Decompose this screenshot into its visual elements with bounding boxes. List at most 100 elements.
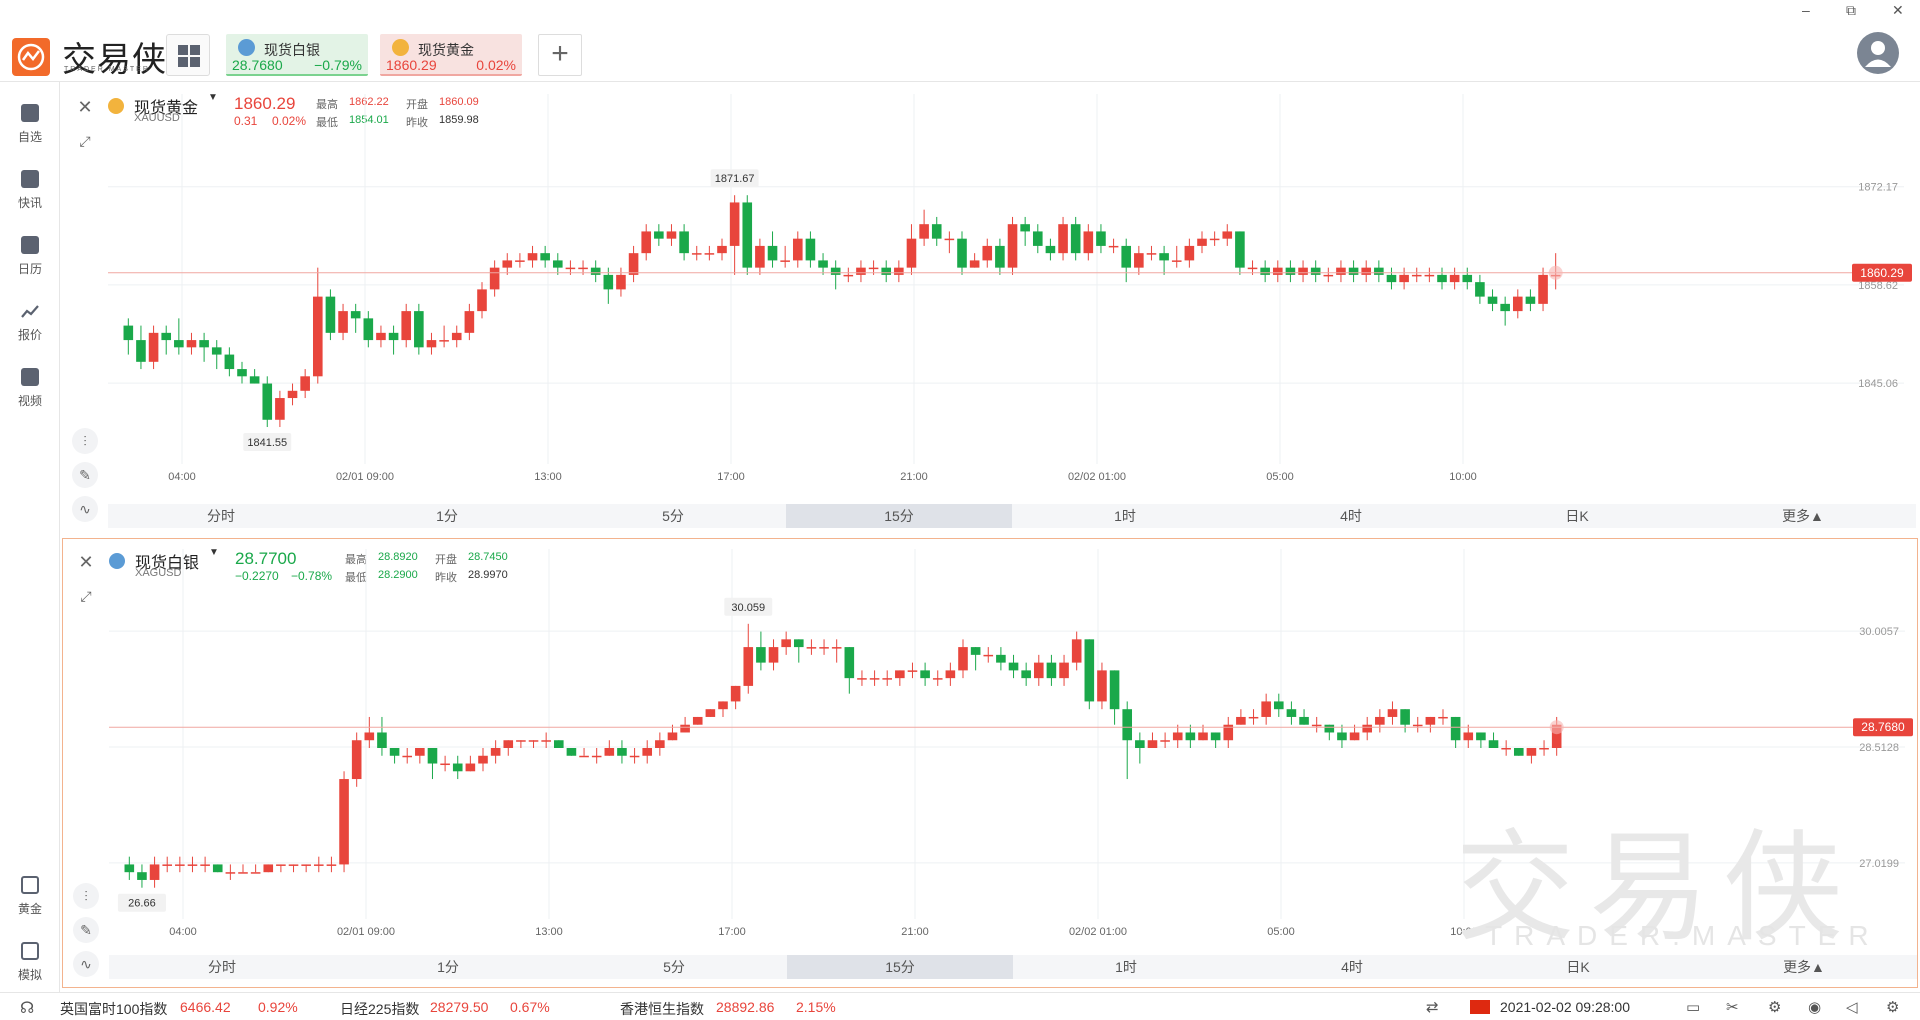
candle-body (1008, 662, 1019, 671)
indicator-icon[interactable]: ⫶ (72, 428, 98, 454)
chart-type-icon[interactable]: ∿ (73, 951, 99, 977)
close-panel-icon[interactable]: ✕ (78, 552, 94, 572)
candle-body (983, 654, 994, 657)
candle-body (1539, 748, 1549, 750)
gear-icon[interactable]: ⚙ (1886, 999, 1900, 1016)
candle-body (1525, 296, 1536, 304)
candle-body (288, 864, 299, 866)
sidebar-item-calendar[interactable]: 日历 (0, 228, 60, 288)
candle-body (376, 332, 386, 341)
tab-silver-name: 现货白银 (264, 42, 320, 58)
candle-body (742, 202, 753, 268)
indicator-icon[interactable]: ⫶ (73, 883, 99, 909)
max-price-label: 30.059 (731, 602, 765, 614)
timeframe-option[interactable]: 15分 (787, 955, 1013, 979)
caret-down-icon[interactable]: ▼ (209, 547, 219, 558)
timeframe-option[interactable]: 4时 (1340, 508, 1362, 524)
candlestick-chart[interactable]: 04:00 02/01 09:00 13:00 17:00 21:00 02/02 01:… (63, 539, 1917, 949)
timeframe-option[interactable]: 分时 (207, 508, 235, 524)
chart-panel-gold: ✕ ⤢ ⫶ ✎ ∿ 现货黄金 ▼ XAUUSD 1860.29 0.31 0.0… (62, 84, 1918, 530)
news-icon (21, 170, 39, 188)
prev-close-label: 昨收 (406, 117, 428, 129)
chart-type-icon[interactable]: ∿ (72, 496, 98, 522)
add-tab-button[interactable]: + (538, 34, 582, 76)
tab-silver[interactable]: 现货白银 28.7680 −0.79% (226, 34, 368, 76)
candle-body (1425, 716, 1436, 725)
y-tick-label: 1872.17 (1858, 182, 1898, 194)
expand-icon[interactable]: ⤢ (80, 588, 92, 604)
sidebar-item-quotes[interactable]: 报价 (0, 294, 60, 354)
timeframe-option[interactable]: 4时 (1341, 959, 1363, 975)
candle-body (426, 340, 437, 348)
ticker-name[interactable]: 日经225指数 (340, 1001, 420, 1017)
candle-body (1172, 732, 1183, 741)
watermark-subtitle: TRADER.MASTER (1485, 920, 1881, 951)
tools-icon[interactable]: ✂ (1726, 999, 1739, 1016)
candle-body (1236, 716, 1246, 725)
candle-body (313, 864, 324, 866)
silver-coin-icon (109, 553, 125, 569)
candle-body (1512, 296, 1523, 312)
candle-body (502, 260, 513, 268)
candle-body (287, 390, 298, 399)
mute-icon[interactable]: ◁ (1846, 999, 1858, 1016)
camera-icon[interactable]: ◉ (1808, 999, 1822, 1016)
timeframe-option[interactable]: 1时 (1114, 508, 1136, 524)
expand-icon[interactable]: ⤢ (79, 133, 91, 149)
timeframe-option[interactable]: 分时 (208, 959, 236, 975)
timeframe-option[interactable]: 日K (1565, 508, 1589, 524)
caret-down-icon[interactable]: ▼ (208, 92, 218, 103)
candle-body (1160, 740, 1170, 742)
restore-icon[interactable]: ⧉ (1846, 2, 1856, 18)
tab-gold[interactable]: 现货黄金 1860.29 0.02% (380, 34, 522, 76)
translate-icon[interactable]: ⇄ (1426, 999, 1439, 1016)
timeframe-option[interactable]: 更多▲ (1783, 959, 1825, 975)
candle-body (224, 354, 235, 370)
candle-body (970, 647, 981, 655)
layout-grid-button[interactable] (166, 34, 210, 76)
candle-body (1311, 724, 1322, 727)
draw-pen-icon[interactable]: ✎ (72, 462, 98, 488)
user-avatar[interactable] (1857, 32, 1899, 74)
sidebar-item-news[interactable]: 快讯 (0, 162, 60, 222)
candle-body (200, 864, 210, 866)
candle-body (1411, 274, 1422, 277)
candle-body (566, 748, 577, 756)
timeframe-option[interactable]: 更多▲ (1782, 508, 1824, 524)
ticker-name[interactable]: 香港恒生指数 (620, 1001, 704, 1017)
candlestick-chart[interactable]: 04:00 02/01 09:00 13:00 17:00 21:00 02/02 01:… (62, 84, 1918, 494)
candle-body (516, 740, 526, 742)
screenshot-icon[interactable]: ▭ (1686, 999, 1701, 1016)
ticker-name[interactable]: 英国富时100指数 (60, 1001, 168, 1017)
timeframe-option[interactable]: 1分 (436, 508, 458, 524)
candle-body (1310, 267, 1321, 275)
timeframe-option[interactable]: 1分 (437, 959, 459, 975)
candle-body (679, 231, 689, 254)
max-price-bubble (710, 169, 759, 188)
minimize-icon[interactable]: – (1802, 2, 1810, 18)
timeframe-option[interactable]: 日K (1566, 959, 1590, 975)
sidebar-item-gold[interactable]: 黄金 (0, 868, 60, 928)
timeframe-option[interactable]: 5分 (663, 959, 685, 975)
video-icon (21, 368, 39, 386)
sidebar-item-video[interactable]: 视频 (0, 360, 60, 420)
candle-body (338, 311, 348, 333)
y-tick-label: 27.0199 (1859, 858, 1899, 870)
sidebar-item-watchlist[interactable]: 自选 (0, 96, 60, 156)
candle-body (451, 332, 462, 341)
timeframe-option[interactable]: 1时 (1115, 959, 1137, 975)
headset-icon[interactable]: ☊ (20, 1000, 35, 1017)
candle-body (729, 202, 740, 246)
candle-body (186, 340, 197, 348)
tab-gold-name: 现货黄金 (418, 42, 474, 58)
settings-icon[interactable]: ⚙ (1768, 999, 1782, 1016)
draw-pen-icon[interactable]: ✎ (73, 917, 99, 943)
sidebar-item-simulate[interactable]: 模拟 (0, 934, 60, 994)
timeframe-option[interactable]: 5分 (662, 508, 684, 524)
candle-body (1197, 238, 1207, 246)
close-panel-icon[interactable]: ✕ (77, 97, 93, 117)
timeframe-option[interactable]: 15分 (786, 504, 1012, 528)
x-tick-label: 13:00 (535, 926, 563, 938)
close-window-icon[interactable]: ✕ (1892, 2, 1904, 18)
candle-body (907, 670, 918, 672)
